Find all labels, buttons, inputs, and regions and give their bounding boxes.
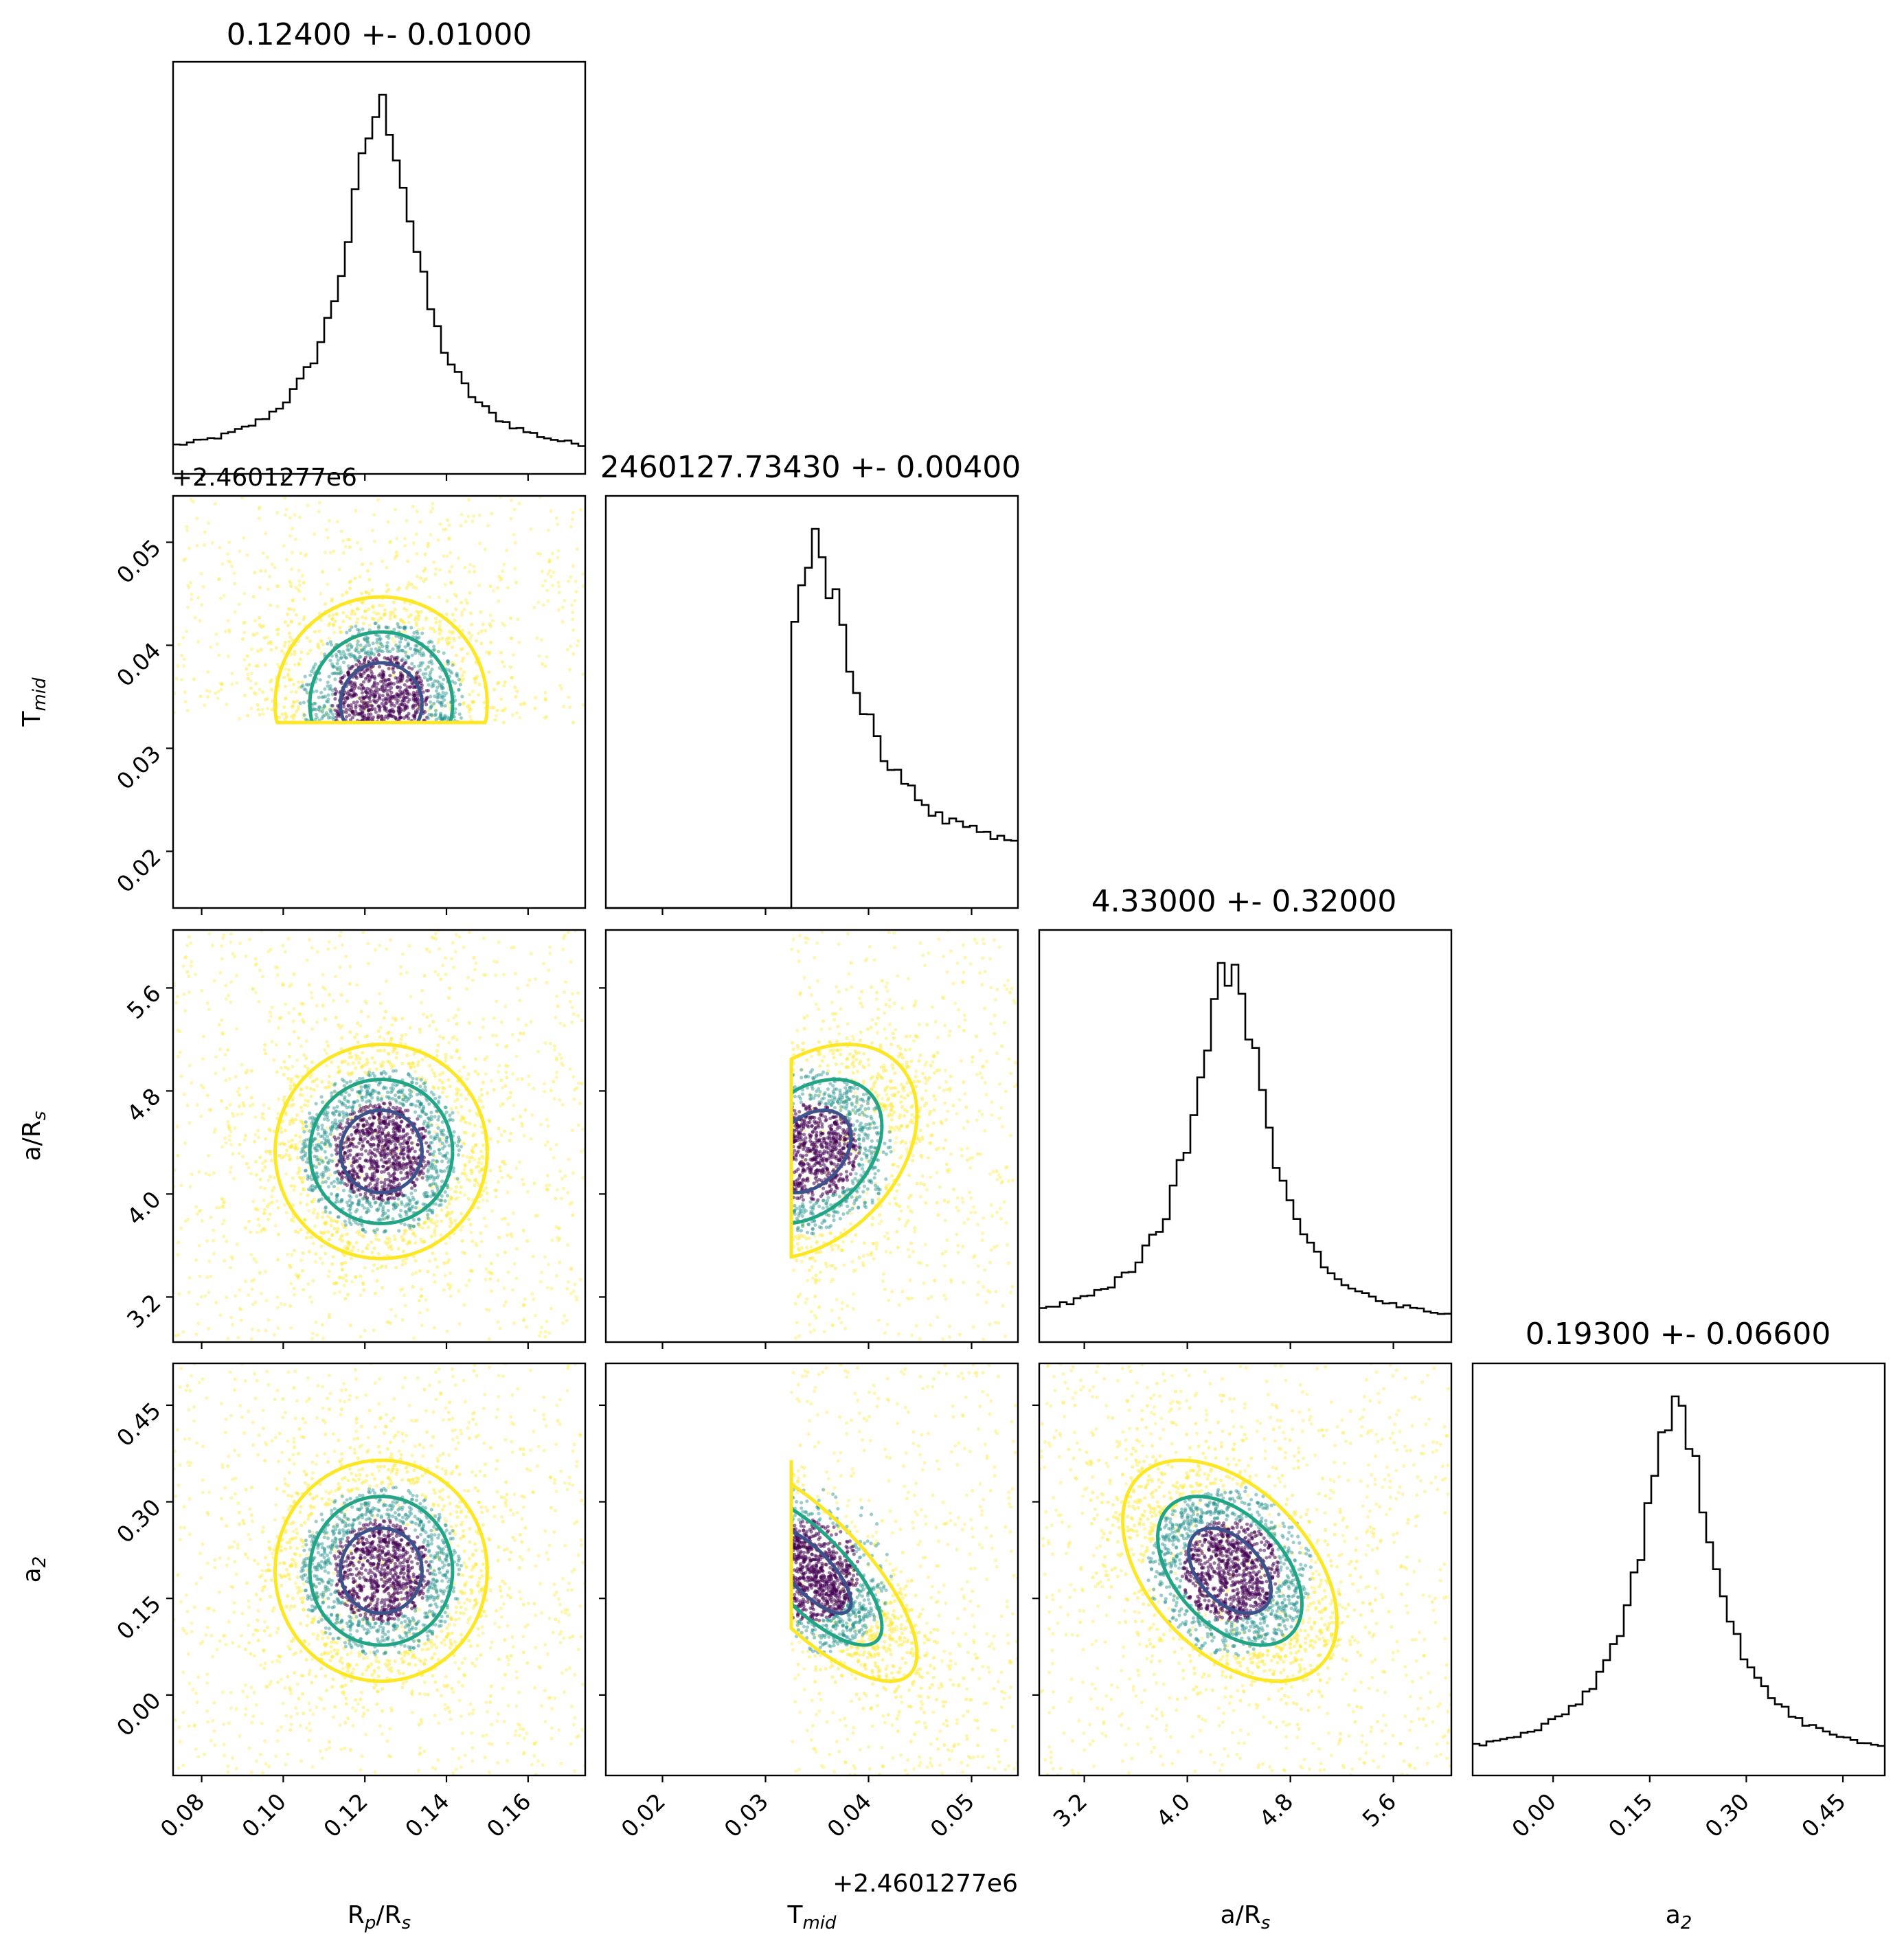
x-axis-label-ars: a/Rs xyxy=(1221,1901,1271,1933)
contour-inner xyxy=(339,1109,424,1194)
y-axis-label-tmid: Tmid xyxy=(18,677,50,727)
x-tick-label: 5.6 xyxy=(1357,1788,1402,1832)
y-tick-label: 0.15 xyxy=(111,1590,166,1645)
x-tick-label: 0.03 xyxy=(719,1788,774,1843)
panel-frame xyxy=(172,495,587,909)
contour-outer xyxy=(273,1458,489,1683)
hist-tmid xyxy=(604,495,1019,909)
y-tick-label: 4.0 xyxy=(122,1185,166,1230)
hist-line xyxy=(1039,962,1451,1315)
y-tick-label: 0.00 xyxy=(111,1687,166,1742)
y-tick-label: 0.03 xyxy=(111,740,166,795)
x-axis-label-rp: Rp/Rs xyxy=(348,1901,411,1933)
hist-ars xyxy=(1038,929,1453,1343)
x-axis-label-a2: a2 xyxy=(1666,1901,1692,1933)
title-a2: 0.19300 +- 0.06600 xyxy=(1526,1317,1831,1352)
y-axis-label-ars: a/Rs xyxy=(18,1111,50,1161)
panels-layer: 0.02 0.03 0.04 0.05 3.2 4.0 4.8 5.6 0.08 0.10 0.12… xyxy=(18,60,1886,1933)
y-tick-label: 0.45 xyxy=(111,1397,166,1452)
contour-outer xyxy=(273,595,489,725)
x-tick-label: 0.15 xyxy=(1603,1788,1658,1843)
y-tick-label: 0.05 xyxy=(111,534,166,589)
x-tick-label: 0.30 xyxy=(1700,1788,1755,1843)
x-tick-label: 0.05 xyxy=(925,1788,980,1843)
hist-a2 xyxy=(1471,1362,1886,1777)
x-tick-label: 0.02 xyxy=(616,1788,671,1843)
y-tick-label: 0.30 xyxy=(111,1494,166,1549)
contour-inner xyxy=(1186,1526,1273,1615)
y-tick-label: 3.2 xyxy=(122,1289,166,1333)
panel-frame xyxy=(1038,1362,1453,1777)
panel-frame xyxy=(172,60,587,475)
panel-a2-vs-tmid xyxy=(604,1362,1019,1777)
x-tick-label: 4.0 xyxy=(1151,1788,1196,1832)
hist-line xyxy=(606,527,1018,909)
panel-frame xyxy=(604,495,1019,909)
x-tick-label: 0.04 xyxy=(822,1788,877,1843)
x-tick-label: 0.14 xyxy=(400,1788,455,1843)
row-tmid-offset: +2.4601277e6 xyxy=(172,464,357,492)
panel-a2-vs-ars xyxy=(1038,1362,1453,1777)
hist-line xyxy=(173,93,585,447)
panel-a2-vs-rp xyxy=(172,1362,587,1777)
x-tick-label: 0.08 xyxy=(155,1788,210,1843)
panel-frame xyxy=(1038,929,1453,1343)
panel-frame xyxy=(1471,1362,1886,1777)
x-tick-label: 0.45 xyxy=(1796,1788,1851,1843)
hist-rp xyxy=(172,60,587,475)
panel-ars-vs-tmid xyxy=(604,929,1019,1343)
hist-line xyxy=(1473,1395,1885,1747)
x-axis-label-tmid: Tmid xyxy=(786,1901,837,1933)
contour-outer xyxy=(273,1043,489,1260)
contour-middle xyxy=(308,1078,455,1225)
x-tick-label: 0.16 xyxy=(481,1788,536,1843)
x-tick-label: 0.12 xyxy=(318,1788,373,1843)
title-rp: 0.12400 +- 0.01000 xyxy=(227,17,532,52)
x-tick-label: 0.10 xyxy=(237,1788,292,1843)
contour-outer xyxy=(1120,1458,1339,1683)
panel-frame xyxy=(604,929,1019,1343)
panel-frame xyxy=(604,1362,1019,1777)
contour-outer xyxy=(789,1460,919,1683)
y-tick-label: 5.6 xyxy=(122,979,166,1024)
x-tick-label: 0.00 xyxy=(1506,1788,1561,1843)
contour-middle xyxy=(1155,1495,1304,1647)
panel-tmid-vs-rp xyxy=(172,495,587,909)
contour-outer xyxy=(789,1043,919,1259)
x-tick-label: 3.2 xyxy=(1048,1788,1093,1832)
y-axis-label-a2: a2 xyxy=(18,1556,50,1583)
y-tick-label: 4.8 xyxy=(122,1082,166,1127)
title-ars: 4.33000 +- 0.32000 xyxy=(1091,884,1397,919)
y-tick-label: 0.04 xyxy=(111,637,166,692)
y-tick-label: 0.02 xyxy=(111,843,166,898)
x-tick-label: 4.8 xyxy=(1254,1788,1299,1832)
col-tmid-offset: +2.4601277e6 xyxy=(832,1870,1018,1898)
contour-middle xyxy=(308,1495,455,1647)
panel-ars-vs-rp xyxy=(172,929,587,1343)
panel-frame xyxy=(172,1362,587,1777)
title-tmid: 2460127.73430 +- 0.00400 xyxy=(600,450,1021,485)
panel-frame xyxy=(172,929,587,1343)
contour-inner xyxy=(339,1526,424,1615)
